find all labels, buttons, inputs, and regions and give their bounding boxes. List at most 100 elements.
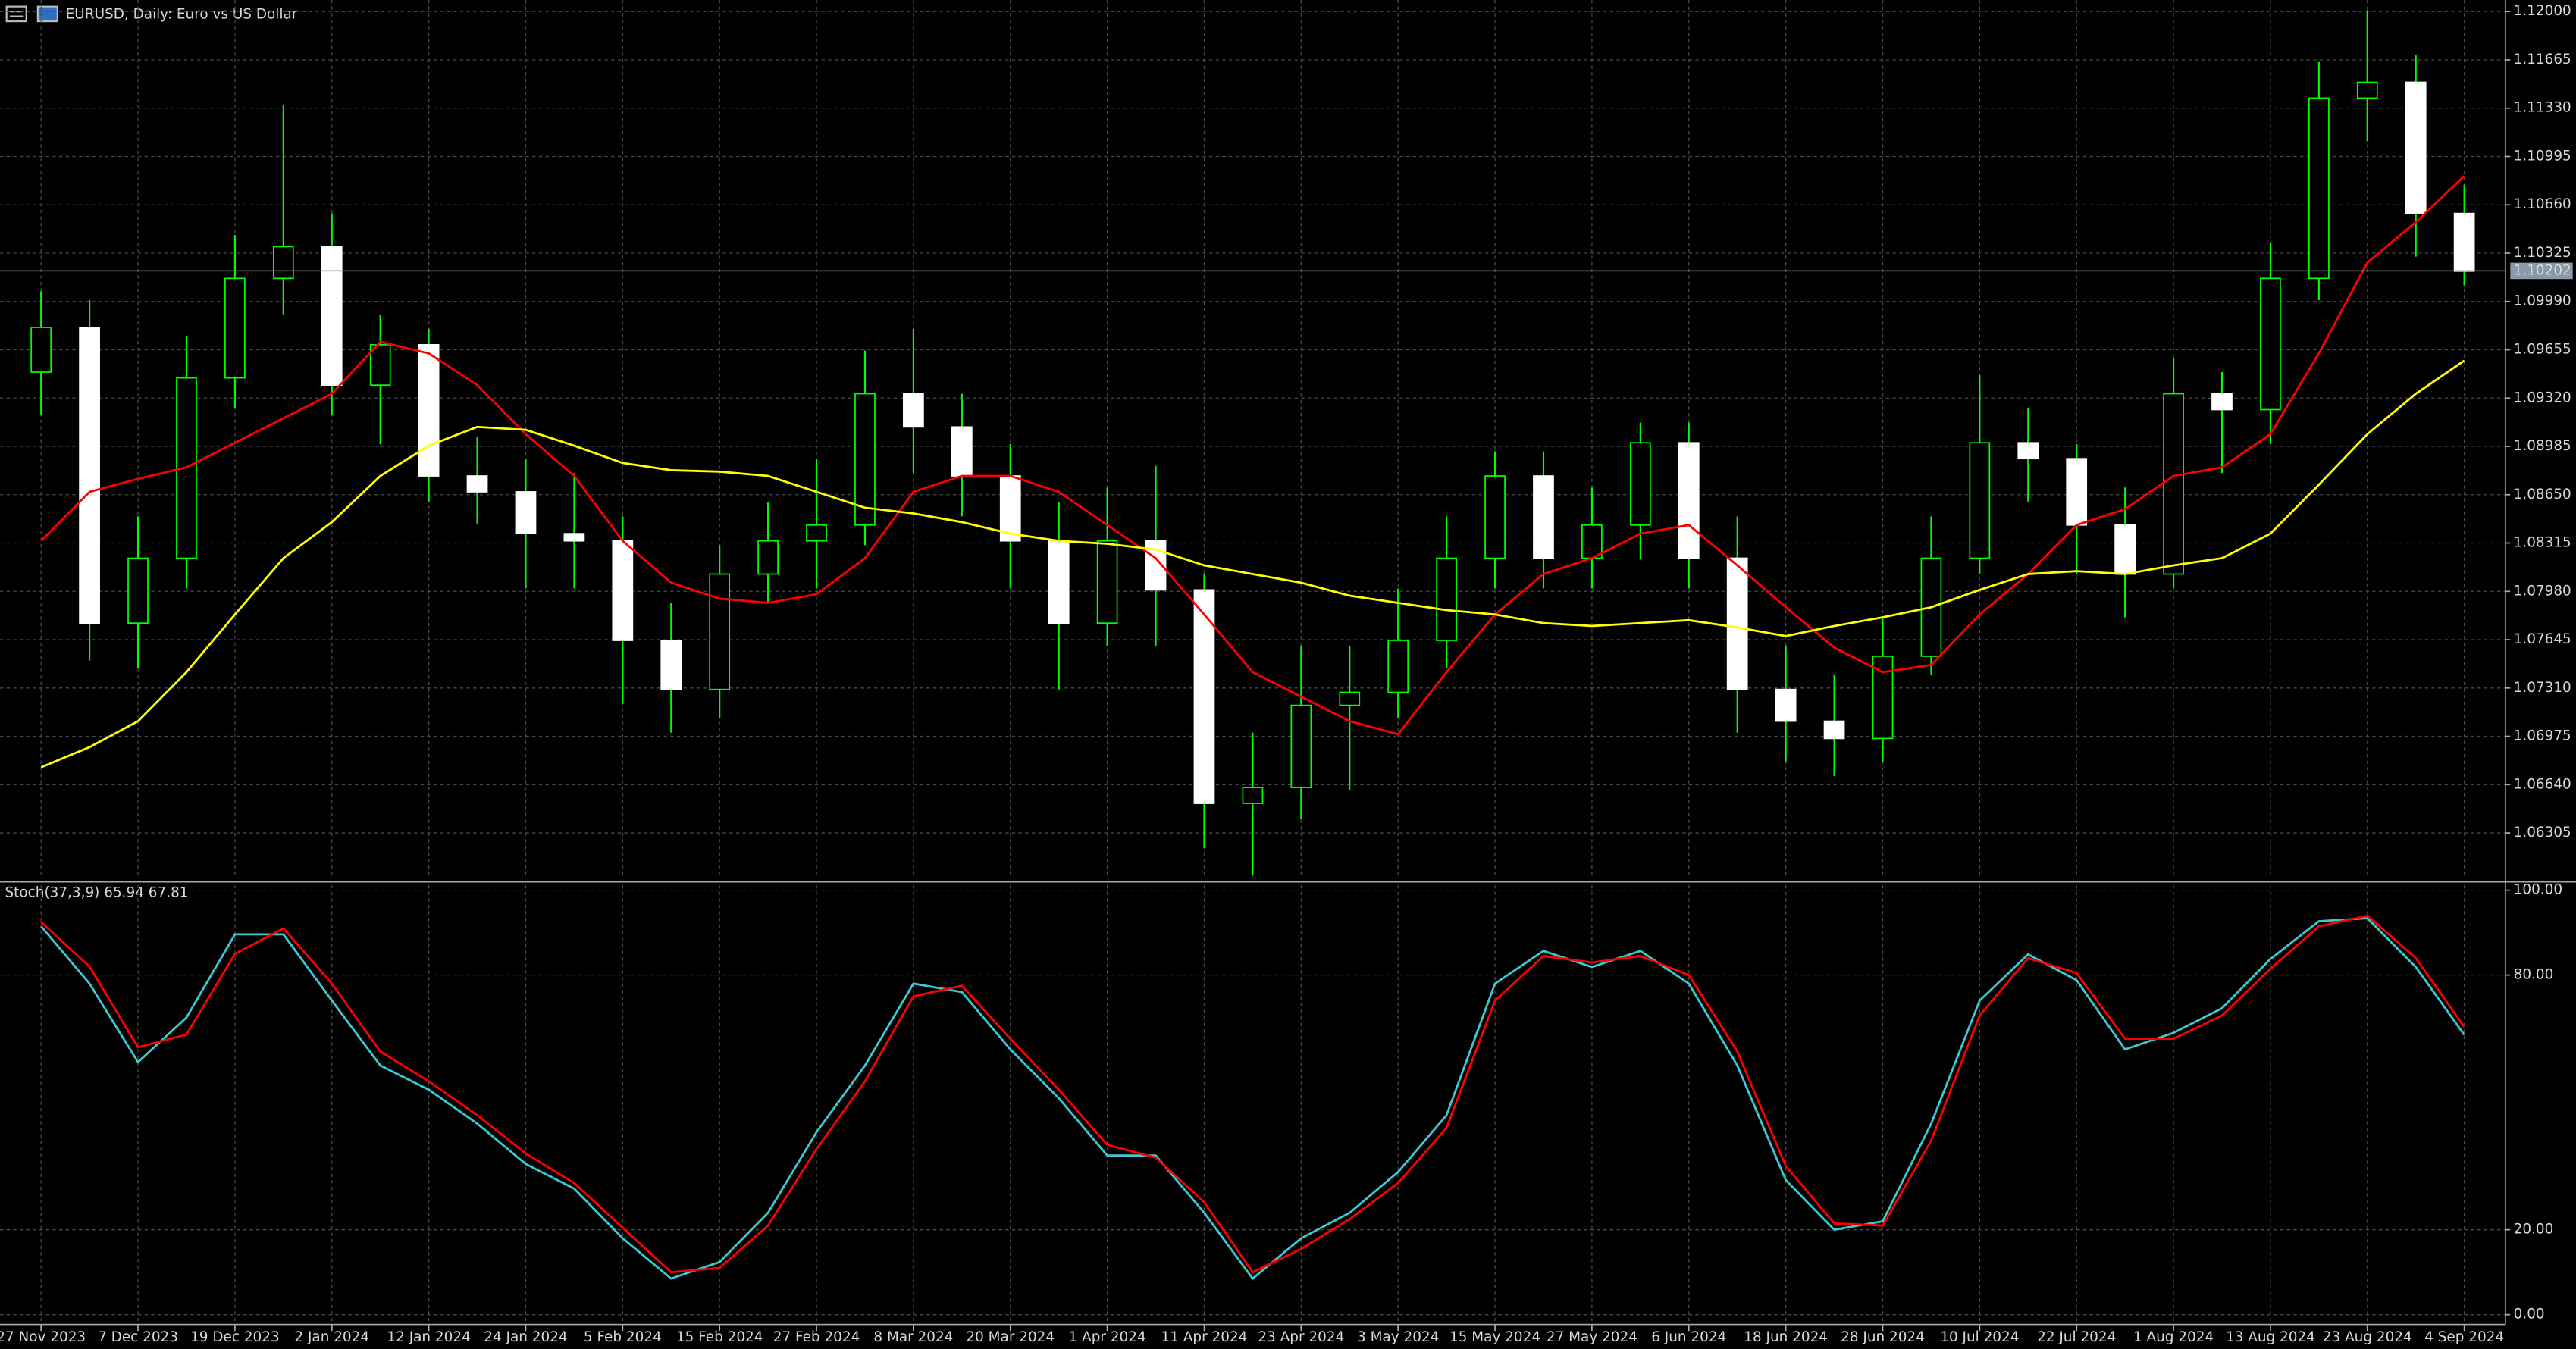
candle-body — [1533, 475, 1554, 559]
candle-body — [1387, 640, 1409, 693]
candle-body — [1969, 442, 1991, 559]
candle-body — [2405, 81, 2427, 214]
y-tick-label: 20.00 — [2514, 1222, 2554, 1238]
candle-body — [127, 557, 149, 624]
x-tick-label: 12 Jan 2024 — [387, 1329, 470, 1345]
x-tick-label: 6 Jun 2024 — [1651, 1329, 1726, 1345]
candle-body — [1678, 442, 1700, 559]
candle-body — [951, 426, 973, 477]
candle-body — [806, 524, 827, 542]
y-tick-label: 1.06975 — [2514, 728, 2571, 744]
candle-body — [757, 540, 779, 575]
x-tick-label: 22 Jul 2024 — [2037, 1329, 2116, 1345]
indicator-signal-value: 67.81 — [149, 885, 189, 901]
y-tick-label: 1.09320 — [2514, 390, 2571, 405]
bid-label-bg — [2510, 262, 2573, 280]
candle-body — [1096, 540, 1118, 624]
candle-body — [1581, 524, 1603, 559]
candle-body — [1290, 704, 1312, 788]
y-tick-label: 1.06305 — [2514, 825, 2571, 840]
candle-body — [660, 640, 682, 690]
candle-body — [709, 573, 731, 690]
y-tick-label: 1.10325 — [2514, 245, 2571, 261]
candle-body — [1436, 557, 1457, 641]
y-tick-label: 1.11330 — [2514, 100, 2571, 116]
x-tick-label: 13 Aug 2024 — [2226, 1329, 2315, 1345]
x-tick-label: 7 Dec 2023 — [98, 1329, 178, 1345]
stoch-line — [40, 914, 2465, 1274]
x-tick-label: 5 Feb 2024 — [584, 1329, 662, 1345]
x-tick-label: 23 Aug 2024 — [2323, 1329, 2412, 1345]
x-tick-label: 20 Mar 2024 — [966, 1329, 1055, 1345]
candle-body — [854, 393, 876, 526]
x-tick-label: 15 May 2024 — [1449, 1329, 1540, 1345]
candle-body — [563, 533, 585, 542]
candle-body — [2308, 97, 2330, 280]
indicator-main-value: 65.94 — [104, 885, 144, 901]
y-tick-label: 100.00 — [2514, 882, 2562, 898]
candle-body — [2453, 212, 2475, 272]
candle-body — [2066, 458, 2088, 526]
y-tick-label: 0.00 — [2514, 1307, 2545, 1322]
moving-average — [40, 175, 2465, 736]
candle-body — [321, 246, 343, 387]
y-tick-label: 1.07310 — [2514, 680, 2571, 696]
candle-body — [515, 491, 537, 535]
candle-body — [1726, 557, 1748, 690]
x-tick-label: 27 Feb 2024 — [773, 1329, 860, 1345]
candle-body — [2163, 393, 2184, 575]
candle-body — [2114, 524, 2136, 575]
candle-body — [1242, 787, 1264, 804]
bid-label: 1.10202 — [2514, 262, 2571, 278]
x-tick-label: 1 Apr 2024 — [1069, 1329, 1146, 1345]
x-tick-label: 18 Jun 2024 — [1744, 1329, 1828, 1345]
chart-icon — [36, 5, 58, 23]
y-tick-label: 1.12000 — [2514, 3, 2571, 19]
x-tick-label: 27 Nov 2023 — [0, 1329, 86, 1345]
candle-body — [79, 327, 100, 624]
candle-body — [1048, 540, 1070, 624]
x-tick-label: 3 May 2024 — [1357, 1329, 1439, 1345]
candle-body — [418, 343, 440, 477]
x-tick-label: 1 Aug 2024 — [2133, 1329, 2214, 1345]
x-tick-label: 24 Jan 2024 — [484, 1329, 567, 1345]
candle-body — [612, 540, 634, 641]
indicator-name: Stoch(37,3,9) — [5, 885, 100, 901]
candle-body — [1193, 589, 1215, 804]
x-tick-label: 2 Jan 2024 — [294, 1329, 369, 1345]
candle-body — [1484, 475, 1506, 559]
y-tick-label: 1.06640 — [2514, 776, 2571, 792]
chart-title: EURUSD, Daily: Euro vs US Dollar — [66, 6, 298, 22]
x-tick-label: 19 Dec 2023 — [190, 1329, 280, 1345]
candle-body — [1339, 691, 1361, 706]
y-tick-label: 1.08315 — [2514, 535, 2571, 551]
y-tick-label: 1.07645 — [2514, 631, 2571, 647]
candle-body — [224, 277, 246, 379]
candle-body — [2260, 277, 2281, 411]
candle-body — [2211, 393, 2233, 411]
candle-body — [1823, 720, 1845, 740]
y-tick-label: 1.10660 — [2514, 196, 2571, 212]
candle-body — [1775, 688, 1797, 722]
y-tick-label: 1.10995 — [2514, 149, 2571, 164]
x-tick-label: 15 Feb 2024 — [676, 1329, 763, 1345]
y-tick-label: 1.11665 — [2514, 52, 2571, 67]
menu-icon — [5, 5, 27, 23]
y-tick-label: 1.09655 — [2514, 342, 2571, 358]
y-tick-label: 1.09990 — [2514, 293, 2571, 309]
x-tick-label: 28 Jun 2024 — [1841, 1329, 1925, 1345]
header-icons — [5, 5, 58, 23]
x-tick-label: 11 Apr 2024 — [1161, 1329, 1248, 1345]
candle-body — [369, 343, 391, 387]
y-tick-label: 1.08985 — [2514, 438, 2571, 454]
candle-body — [1629, 442, 1651, 526]
indicator-title: Stoch(37,3,9) 65.94 67.81 — [5, 885, 189, 901]
moving-average — [40, 359, 2465, 768]
candle-body — [999, 475, 1021, 542]
x-tick-label: 4 Sep 2024 — [2424, 1329, 2504, 1345]
candle-body — [903, 393, 924, 428]
candle-body — [2017, 442, 2039, 460]
